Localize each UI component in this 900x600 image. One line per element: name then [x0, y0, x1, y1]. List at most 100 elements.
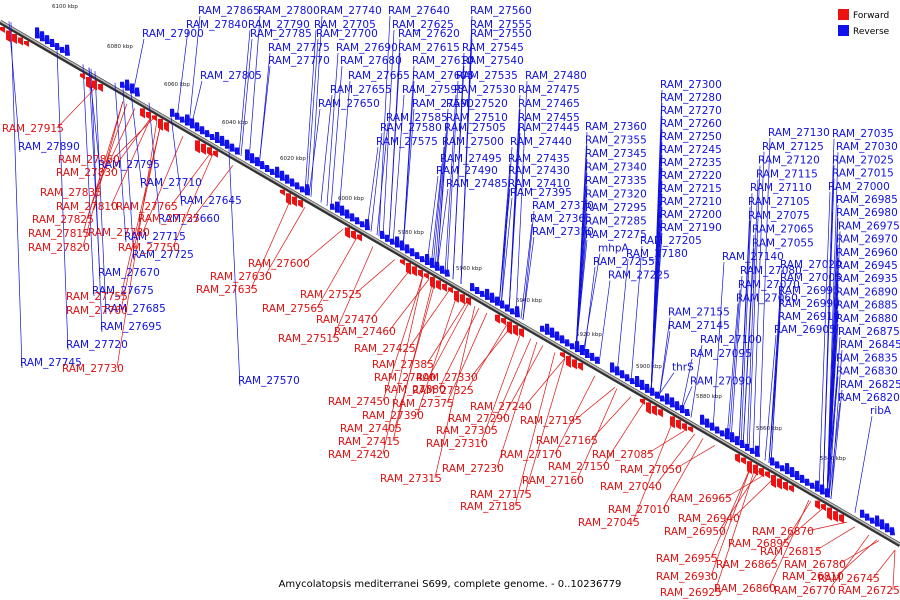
reverse-gene	[285, 174, 290, 184]
reverse-gene	[215, 131, 220, 143]
forward-gene	[436, 280, 441, 291]
forward-gene-label: RAM_27305	[436, 425, 498, 437]
reverse-gene	[635, 376, 640, 388]
forward-gene-label: RAM_26965	[670, 493, 732, 505]
reverse-gene-label: RAM_26825	[840, 379, 900, 391]
reverse-gene-label: RAM_27695	[100, 321, 162, 333]
forward-gene	[0, 27, 5, 33]
reverse-gene-label: RAM_27510	[446, 112, 508, 124]
reverse-gene-label: RAM_27360	[585, 121, 647, 133]
reverse-gene-label: RAM_27775	[268, 42, 330, 54]
forward-gene	[682, 423, 687, 432]
reverse-gene	[330, 203, 335, 210]
reverse-gene-label: RAM_27155	[668, 306, 730, 318]
forward-gene	[789, 485, 794, 493]
reverse-gene-label: RAM_27355	[585, 135, 647, 147]
forward-gene	[495, 314, 500, 324]
reverse-gene-label: RAM_27715	[124, 231, 186, 243]
scale-tick-label: 5900 kbp	[636, 364, 662, 370]
reverse-gene	[385, 234, 390, 242]
reverse-gene	[250, 153, 255, 164]
forward-gene	[448, 287, 453, 294]
reverse-gene-label: RAM_27705	[314, 19, 376, 31]
reverse-gene-label: RAM_27680	[340, 55, 402, 67]
reverse-gene	[825, 488, 830, 498]
reverse-gene-label: ribA	[870, 405, 892, 417]
forward-gene	[815, 500, 820, 510]
forward-gene	[345, 227, 350, 239]
forward-gene	[513, 325, 518, 337]
reverse-gene-label: RAM_27520	[446, 98, 508, 110]
forward-gene-label: RAM_26780	[784, 559, 846, 571]
reverse-gene-label: RAM_27225	[608, 270, 670, 282]
reverse-gene-label: RAM_27025	[832, 154, 894, 166]
forward-gene	[646, 402, 651, 415]
reverse-gene-label: RAM_27030	[836, 141, 898, 153]
reverse-gene	[400, 240, 405, 251]
reverse-gene-label: RAM_27650	[318, 98, 380, 110]
forward-gene	[6, 30, 11, 43]
reverse-gene	[700, 414, 705, 425]
reverse-gene-label: RAM_27625	[392, 19, 454, 31]
reverse-gene	[810, 482, 815, 489]
reverse-gene-label: RAM_26910	[778, 311, 840, 323]
reverse-gene-label: RAM_27280	[660, 92, 722, 104]
reverse-gene	[490, 292, 495, 303]
reverse-gene	[580, 345, 585, 356]
reverse-gene	[390, 238, 395, 245]
forward-gene-label: RAM_26810	[782, 571, 844, 583]
forward-gene-label: RAM_26865	[716, 559, 778, 571]
forward-gene-label: RAM_27050	[620, 464, 682, 476]
scale-tick-label: 6080 kbp	[107, 44, 133, 50]
forward-gene-label: RAM_27515	[278, 333, 340, 345]
reverse-gene-label: RAM_27095	[690, 348, 752, 360]
reverse-gene	[300, 186, 305, 193]
reverse-gene	[280, 170, 285, 181]
reverse-gene	[120, 81, 125, 88]
reverse-gene	[710, 422, 715, 431]
reverse-gene-label: RAM_26905	[774, 324, 836, 336]
reverse-gene	[350, 213, 355, 222]
scale-tick-label: 5920 kbp	[576, 332, 602, 338]
reverse-gene	[305, 184, 310, 196]
reverse-gene-label: RAM_27140	[722, 251, 784, 263]
reverse-gene-label: RAM_27570	[238, 375, 300, 387]
legend-forward-swatch	[838, 9, 849, 20]
forward-gene	[400, 259, 405, 266]
reverse-gene-label: RAM_27740	[320, 5, 382, 17]
reverse-gene	[575, 341, 580, 353]
forward-gene	[12, 33, 17, 44]
scale-tick-label: 5960 kbp	[456, 266, 482, 272]
reverse-gene	[640, 379, 645, 390]
reverse-gene-label: RAM_27745	[20, 357, 82, 369]
forward-gene-label: RAM_27635	[196, 284, 258, 296]
forward-gene	[560, 352, 565, 359]
reverse-gene-label: RAM_27535	[456, 70, 518, 82]
reverse-gene	[505, 304, 510, 312]
forward-gene-label: RAM_27470	[316, 314, 378, 326]
forward-gene-label: RAM_27820	[28, 242, 90, 254]
forward-gene-label: RAM_27045	[578, 517, 640, 529]
reverse-gene	[180, 116, 185, 123]
reverse-gene	[225, 139, 230, 149]
reverse-gene	[555, 331, 560, 341]
forward-gene	[406, 262, 411, 275]
reverse-gene	[745, 443, 750, 451]
reverse-gene	[890, 527, 895, 536]
reverse-gene	[595, 356, 600, 364]
reverse-gene-label: RAM_27505	[444, 122, 506, 134]
reverse-gene	[190, 118, 195, 129]
forward-gene	[286, 193, 291, 206]
reverse-gene	[790, 467, 795, 478]
forward-gene-label: RAM_27915	[2, 123, 64, 135]
reverse-gene	[615, 366, 620, 376]
forward-gene-label: RAM_27420	[328, 449, 390, 461]
reverse-gene	[515, 306, 520, 318]
reverse-gene	[185, 114, 190, 126]
forward-gene	[460, 294, 465, 305]
forward-gene	[741, 457, 746, 465]
forward-gene-label: RAM_27600	[248, 258, 310, 270]
reverse-gene	[270, 168, 275, 175]
reverse-gene	[645, 383, 650, 393]
